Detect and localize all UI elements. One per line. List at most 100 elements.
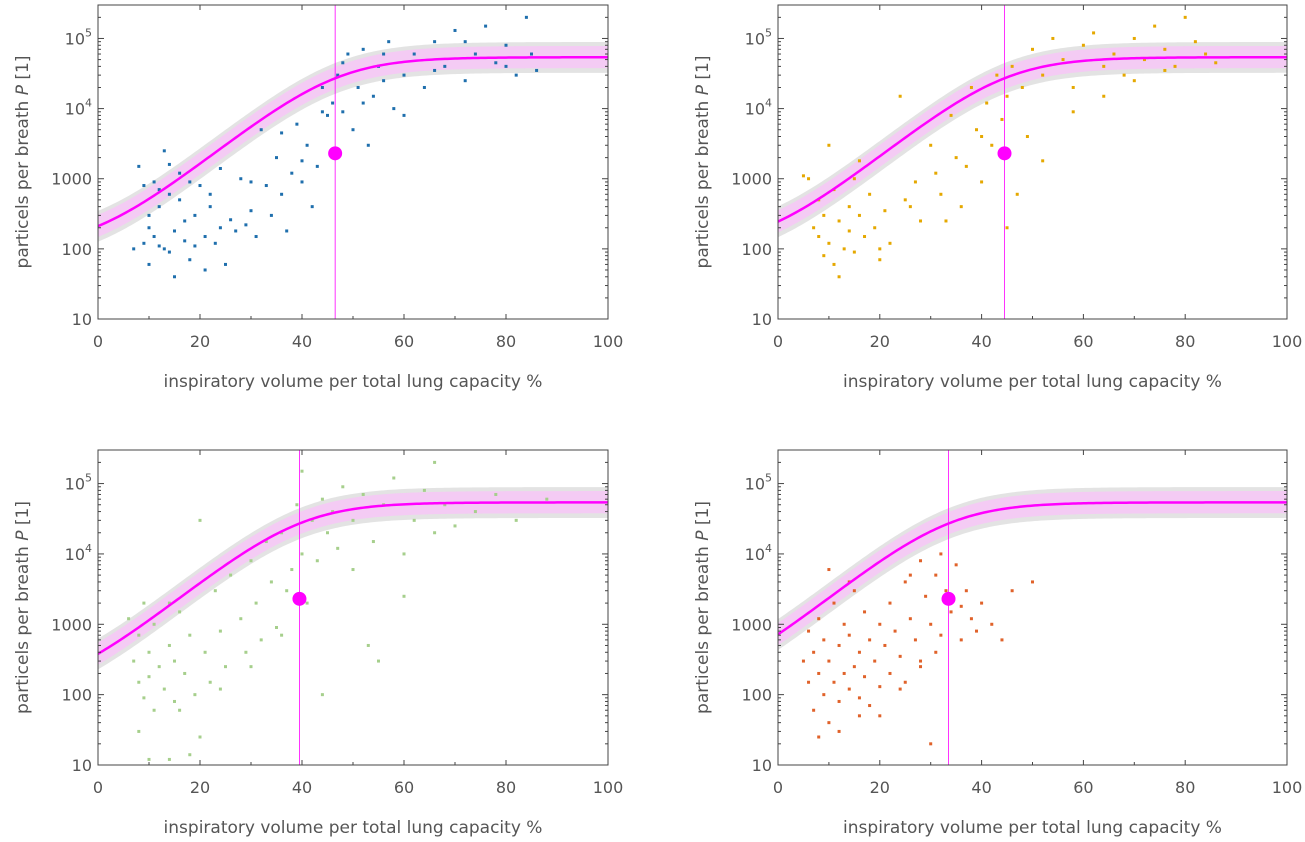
data-point: [919, 219, 923, 223]
x-tick-label: 20: [190, 778, 210, 797]
data-point: [964, 589, 968, 593]
x-tick-label: 60: [1073, 778, 1093, 797]
data-point: [290, 568, 294, 572]
data-point: [326, 531, 329, 535]
data-point: [392, 107, 396, 111]
data-point: [264, 184, 268, 188]
data-point: [908, 617, 912, 621]
data-point: [980, 601, 984, 605]
data-point: [1193, 40, 1197, 44]
data-point: [152, 708, 156, 712]
y-axis-label: particels per breath P [1]: [693, 56, 713, 269]
x-tick-label: 80: [1175, 778, 1195, 797]
y-axis-label: particels per breath P [1]: [13, 56, 33, 269]
data-point: [852, 665, 856, 669]
x-tick-label: 40: [971, 778, 991, 797]
data-point: [162, 149, 166, 153]
data-point: [218, 166, 222, 170]
y-axis-label-unit: [1]: [13, 501, 33, 530]
midpoint-marker: [292, 591, 307, 606]
data-point: [1163, 47, 1167, 51]
chart-panel-4: 0 20 40 60 80 100 10 100 1000 104 105 inspiratory v…: [693, 449, 1302, 838]
data-point: [173, 699, 176, 703]
x-axis-label: inspiratory volume per total lung capaci…: [843, 818, 1222, 838]
x-axis-label: inspiratory volume per total lung capaci…: [164, 372, 543, 392]
data-point: [315, 164, 319, 168]
data-point: [1204, 52, 1208, 56]
data-point: [259, 128, 263, 132]
data-point: [249, 180, 253, 184]
x-tick-label: 0: [773, 332, 783, 351]
data-point: [198, 735, 202, 739]
data-point: [863, 675, 867, 679]
data-point: [173, 659, 176, 663]
data-point: [1112, 52, 1116, 56]
data-point: [939, 192, 943, 196]
midpoint-marker: [328, 146, 343, 161]
data-point: [832, 601, 836, 605]
data-point: [807, 177, 811, 181]
data-point: [463, 40, 467, 44]
data-point: [975, 128, 979, 132]
data-point: [822, 693, 826, 697]
data-point: [443, 64, 447, 68]
data-point: [244, 650, 248, 654]
data-point: [300, 552, 304, 556]
fit-curve: [98, 56, 608, 228]
data-point: [980, 180, 984, 184]
y-tick-label: 105: [745, 472, 772, 494]
x-tick-label: 20: [190, 332, 210, 351]
data-point: [1005, 94, 1009, 98]
data-point: [167, 643, 171, 647]
data-point: [1071, 85, 1075, 89]
data-point: [878, 685, 882, 689]
data-point: [530, 52, 533, 56]
data-point: [132, 247, 136, 251]
data-point: [198, 518, 202, 522]
data-point: [1041, 159, 1045, 163]
data-point: [382, 52, 386, 56]
data-point: [147, 650, 151, 654]
data-point: [995, 73, 999, 77]
data-point: [377, 659, 380, 663]
chart-panel-1: 0 20 40 60 80 100 10 100 1000 104 105 inspiratory v…: [13, 4, 624, 392]
data-point: [346, 52, 350, 56]
data-point: [903, 580, 907, 584]
data-point: [234, 229, 238, 233]
data-point: [1020, 85, 1024, 89]
x-tick-label: 40: [292, 778, 312, 797]
data-point: [817, 235, 821, 239]
data-point: [969, 85, 973, 89]
data-point: [822, 254, 826, 258]
data-point: [1005, 226, 1009, 230]
x-tick-label: 80: [1175, 332, 1195, 351]
fit-curve: [778, 501, 1287, 636]
x-tick-label: 60: [1073, 332, 1093, 351]
data-point: [295, 122, 299, 126]
data-point: [147, 262, 151, 266]
data-point: [331, 510, 335, 514]
fit-curve: [778, 56, 1287, 223]
data-point: [147, 675, 151, 679]
data-point: [857, 159, 861, 163]
data-point: [402, 594, 406, 598]
data-point: [142, 241, 146, 245]
data-point: [944, 589, 948, 593]
data-point: [919, 559, 923, 563]
data-point: [494, 492, 498, 496]
data-point: [264, 540, 268, 544]
x-tick-label: 100: [593, 332, 624, 351]
data-point: [137, 633, 141, 637]
data-point: [1142, 58, 1146, 62]
midpoint-marker: [997, 146, 1012, 161]
y-tick-label: 10: [752, 756, 772, 775]
data-point: [412, 518, 416, 522]
data-point: [535, 68, 539, 72]
data-point: [878, 258, 882, 262]
data-point: [929, 143, 933, 147]
data-point: [473, 52, 477, 56]
data-point: [147, 757, 151, 761]
data-point: [857, 650, 861, 654]
data-point: [959, 205, 963, 209]
data-point: [213, 589, 217, 593]
